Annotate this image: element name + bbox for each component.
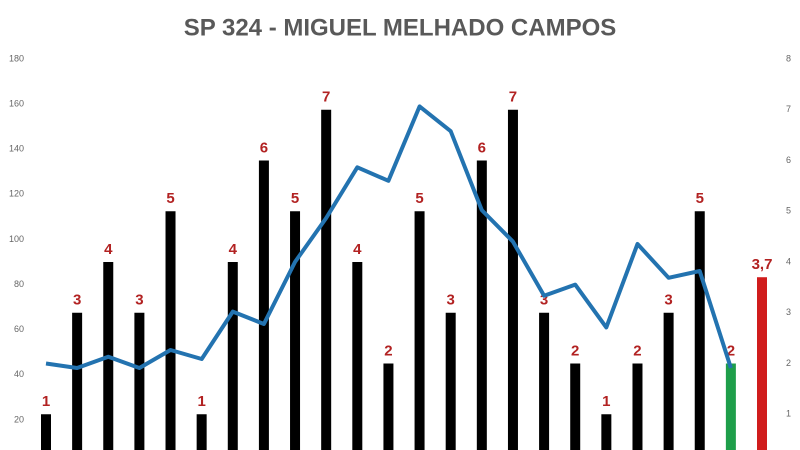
y-tick-label: 180: [9, 53, 24, 63]
value-label: 5: [696, 190, 704, 207]
value-label: 2: [633, 342, 641, 359]
bar: [663, 312, 674, 450]
bar: [632, 363, 643, 450]
bar: [383, 363, 394, 450]
bar: [290, 211, 301, 450]
bar: [507, 109, 518, 450]
value-label: 7: [509, 89, 517, 106]
y-tick-label: 60: [14, 324, 24, 334]
bar: [725, 363, 736, 450]
bar: [41, 414, 51, 450]
bar: [352, 262, 363, 450]
value-label: 2: [384, 342, 392, 359]
y2-tick-label: 7: [786, 104, 791, 114]
bar: [445, 312, 456, 450]
bar: [476, 160, 487, 450]
y-tick-label: 160: [9, 98, 24, 108]
bar: [196, 414, 207, 450]
bar: [72, 312, 83, 450]
value-label: 5: [415, 190, 423, 207]
y-tick-label: 120: [9, 189, 24, 199]
y-tick-label: 140: [9, 144, 24, 154]
value-label: 3,7: [752, 256, 773, 273]
bar: [757, 277, 767, 450]
bar: [258, 160, 269, 450]
y-tick-label: 20: [14, 414, 24, 424]
bar: [694, 211, 705, 450]
y2-tick-label: 5: [786, 206, 791, 216]
y2-tick-label: 3: [786, 307, 791, 317]
value-label: 3: [73, 292, 81, 309]
bar: [134, 312, 145, 450]
value-label: 2: [571, 342, 579, 359]
value-label: 3: [135, 292, 143, 309]
value-label: 4: [353, 241, 362, 258]
y2-tick-label: 1: [786, 409, 791, 419]
bar: [601, 414, 612, 450]
bar: [539, 312, 550, 450]
bar: [570, 363, 581, 450]
value-label: 2: [727, 342, 735, 359]
value-label: 1: [197, 393, 205, 410]
bar: [227, 262, 238, 450]
value-label: 6: [478, 139, 486, 156]
chart-title: SP 324 - MIGUEL MELHADO CAMPOS: [184, 14, 617, 41]
y2-tick-label: 2: [786, 358, 791, 368]
value-label: 1: [42, 393, 50, 410]
y-tick-label: 40: [14, 369, 24, 379]
y-tick-label: 80: [14, 279, 24, 289]
value-label: 3: [447, 292, 455, 309]
y-tick-label: 100: [9, 234, 24, 244]
y2-tick-label: 8: [786, 53, 791, 63]
value-label: 3: [540, 292, 548, 309]
value-label: 4: [104, 241, 113, 258]
bar: [414, 211, 425, 450]
value-label: 4: [229, 241, 238, 258]
value-label: 1: [602, 393, 610, 410]
value-label: 7: [322, 89, 330, 106]
value-label: 6: [260, 139, 268, 156]
value-label: 3: [664, 292, 672, 309]
value-label: 5: [166, 190, 174, 207]
y2-tick-label: 4: [786, 256, 791, 266]
bar: [165, 211, 176, 450]
value-label: 5: [291, 190, 299, 207]
line: [45, 104, 733, 370]
bar: [321, 109, 332, 450]
y2-tick-label: 6: [786, 155, 791, 165]
